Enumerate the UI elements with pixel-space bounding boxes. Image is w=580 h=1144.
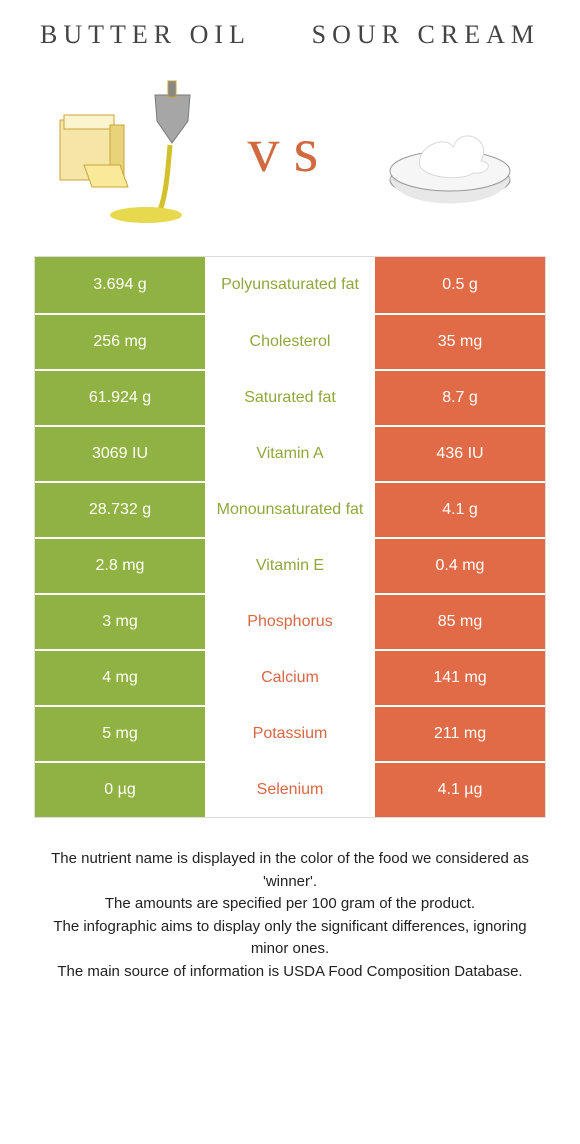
table-row: 3069 IUVitamin A436 IU xyxy=(35,425,545,481)
nutrient-name: Vitamin A xyxy=(205,427,375,481)
left-value: 2.8 mg xyxy=(35,539,205,593)
left-value: 3069 IU xyxy=(35,427,205,481)
left-value: 0 µg xyxy=(35,763,205,817)
table-row: 2.8 mgVitamin E0.4 mg xyxy=(35,537,545,593)
left-value: 61.924 g xyxy=(35,371,205,425)
table-row: 3.694 gPolyunsaturated fat0.5 g xyxy=(35,257,545,313)
title-left: butter oil xyxy=(40,20,251,50)
left-value: 3.694 g xyxy=(35,257,205,313)
right-value: 4.1 g xyxy=(375,483,545,537)
right-value: 211 mg xyxy=(375,707,545,761)
titles-row: butter oil sour cream xyxy=(10,20,570,70)
vs-label: vs xyxy=(248,113,333,187)
nutrient-name: Phosphorus xyxy=(205,595,375,649)
nutrient-name: Saturated fat xyxy=(205,371,375,425)
nutrient-name: Potassium xyxy=(205,707,375,761)
footer-line: The nutrient name is displayed in the co… xyxy=(40,848,540,893)
right-value: 35 mg xyxy=(375,315,545,369)
table-row: 5 mgPotassium211 mg xyxy=(35,705,545,761)
nutrient-name: Vitamin E xyxy=(205,539,375,593)
left-value: 256 mg xyxy=(35,315,205,369)
footer-line: The main source of information is USDA F… xyxy=(40,961,540,984)
nutrient-name: Calcium xyxy=(205,651,375,705)
sour-cream-icon xyxy=(370,70,530,230)
table-row: 3 mgPhosphorus85 mg xyxy=(35,593,545,649)
nutrient-name: Cholesterol xyxy=(205,315,375,369)
hero-row: vs xyxy=(10,70,570,250)
footer-notes: The nutrient name is displayed in the co… xyxy=(40,848,540,983)
table-row: 61.924 gSaturated fat8.7 g xyxy=(35,369,545,425)
footer-line: The infographic aims to display only the… xyxy=(40,916,540,961)
nutrient-name: Selenium xyxy=(205,763,375,817)
butter-oil-icon xyxy=(50,70,210,230)
left-value: 4 mg xyxy=(35,651,205,705)
title-right: sour cream xyxy=(312,20,540,50)
left-value: 5 mg xyxy=(35,707,205,761)
table-row: 0 µgSelenium4.1 µg xyxy=(35,761,545,817)
nutrient-name: Monounsaturated fat xyxy=(205,483,375,537)
right-value: 141 mg xyxy=(375,651,545,705)
footer-line: The amounts are specified per 100 gram o… xyxy=(40,893,540,916)
right-value: 0.4 mg xyxy=(375,539,545,593)
table-row: 4 mgCalcium141 mg xyxy=(35,649,545,705)
left-value: 3 mg xyxy=(35,595,205,649)
right-value: 0.5 g xyxy=(375,257,545,313)
right-value: 436 IU xyxy=(375,427,545,481)
nutrient-name: Polyunsaturated fat xyxy=(205,257,375,313)
right-value: 8.7 g xyxy=(375,371,545,425)
table-row: 256 mgCholesterol35 mg xyxy=(35,313,545,369)
table-row: 28.732 gMonounsaturated fat4.1 g xyxy=(35,481,545,537)
left-value: 28.732 g xyxy=(35,483,205,537)
right-value: 85 mg xyxy=(375,595,545,649)
right-value: 4.1 µg xyxy=(375,763,545,817)
comparison-table: 3.694 gPolyunsaturated fat0.5 g256 mgCho… xyxy=(34,256,546,818)
